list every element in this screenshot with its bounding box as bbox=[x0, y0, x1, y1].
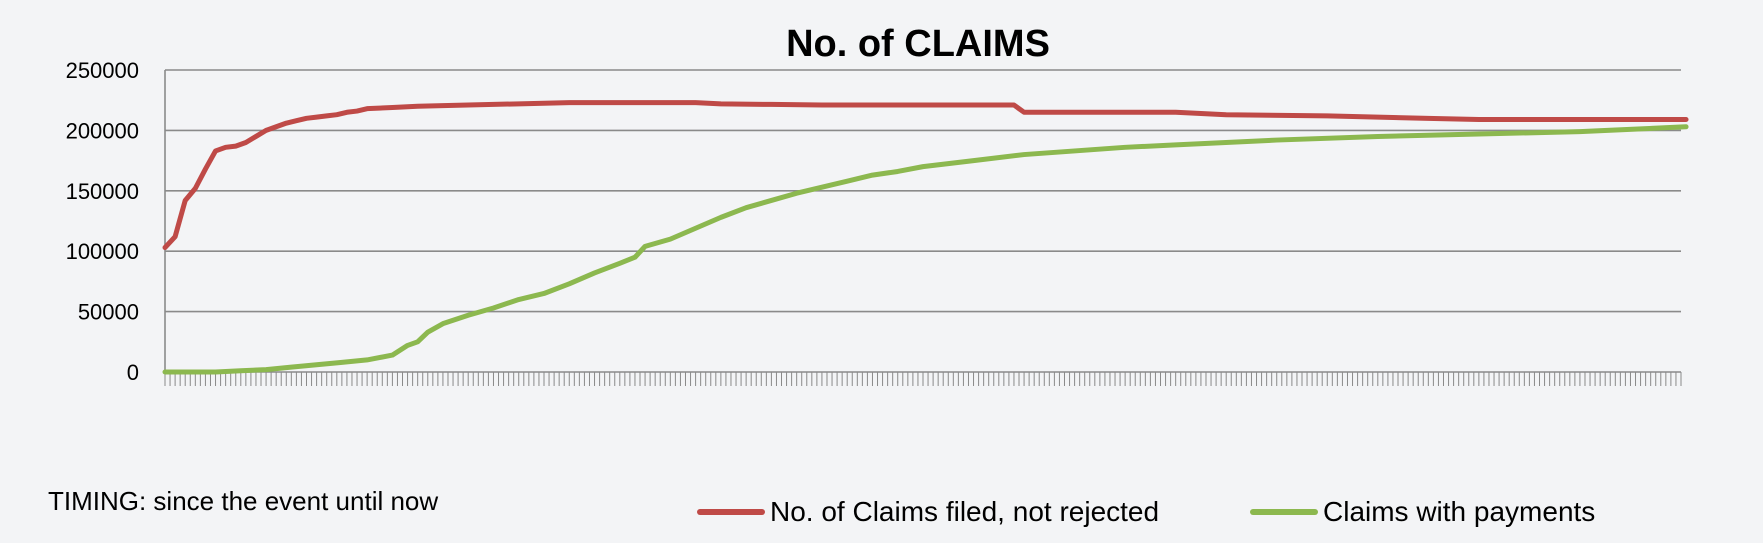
chart-title: No. of CLAIMS bbox=[786, 23, 1050, 65]
y-tick-label: 150000 bbox=[66, 179, 139, 204]
legend: No. of Claims filed, not rejected Claims… bbox=[697, 496, 1595, 527]
legend-label-filed: No. of Claims filed, not rejected bbox=[770, 496, 1159, 527]
series-line-claims-payments bbox=[162, 124, 1689, 375]
y-tick-label: 200000 bbox=[66, 118, 139, 143]
series-line-claims-filed bbox=[162, 100, 1689, 251]
x-axis bbox=[164, 70, 1682, 386]
legend-label-payments: Claims with payments bbox=[1323, 496, 1595, 527]
y-tick-label: 100000 bbox=[66, 239, 139, 264]
y-tick-label: 250000 bbox=[66, 58, 139, 83]
gridlines bbox=[165, 69, 1681, 313]
series-lines bbox=[162, 100, 1689, 375]
y-tick-label: 0 bbox=[127, 360, 139, 385]
y-axis: 0 50000 100000 150000 200000 250000 bbox=[66, 58, 139, 385]
x-tick-marks bbox=[164, 372, 1682, 386]
timing-note: TIMING: since the event until now bbox=[48, 486, 438, 516]
y-tick-label: 50000 bbox=[78, 300, 139, 325]
